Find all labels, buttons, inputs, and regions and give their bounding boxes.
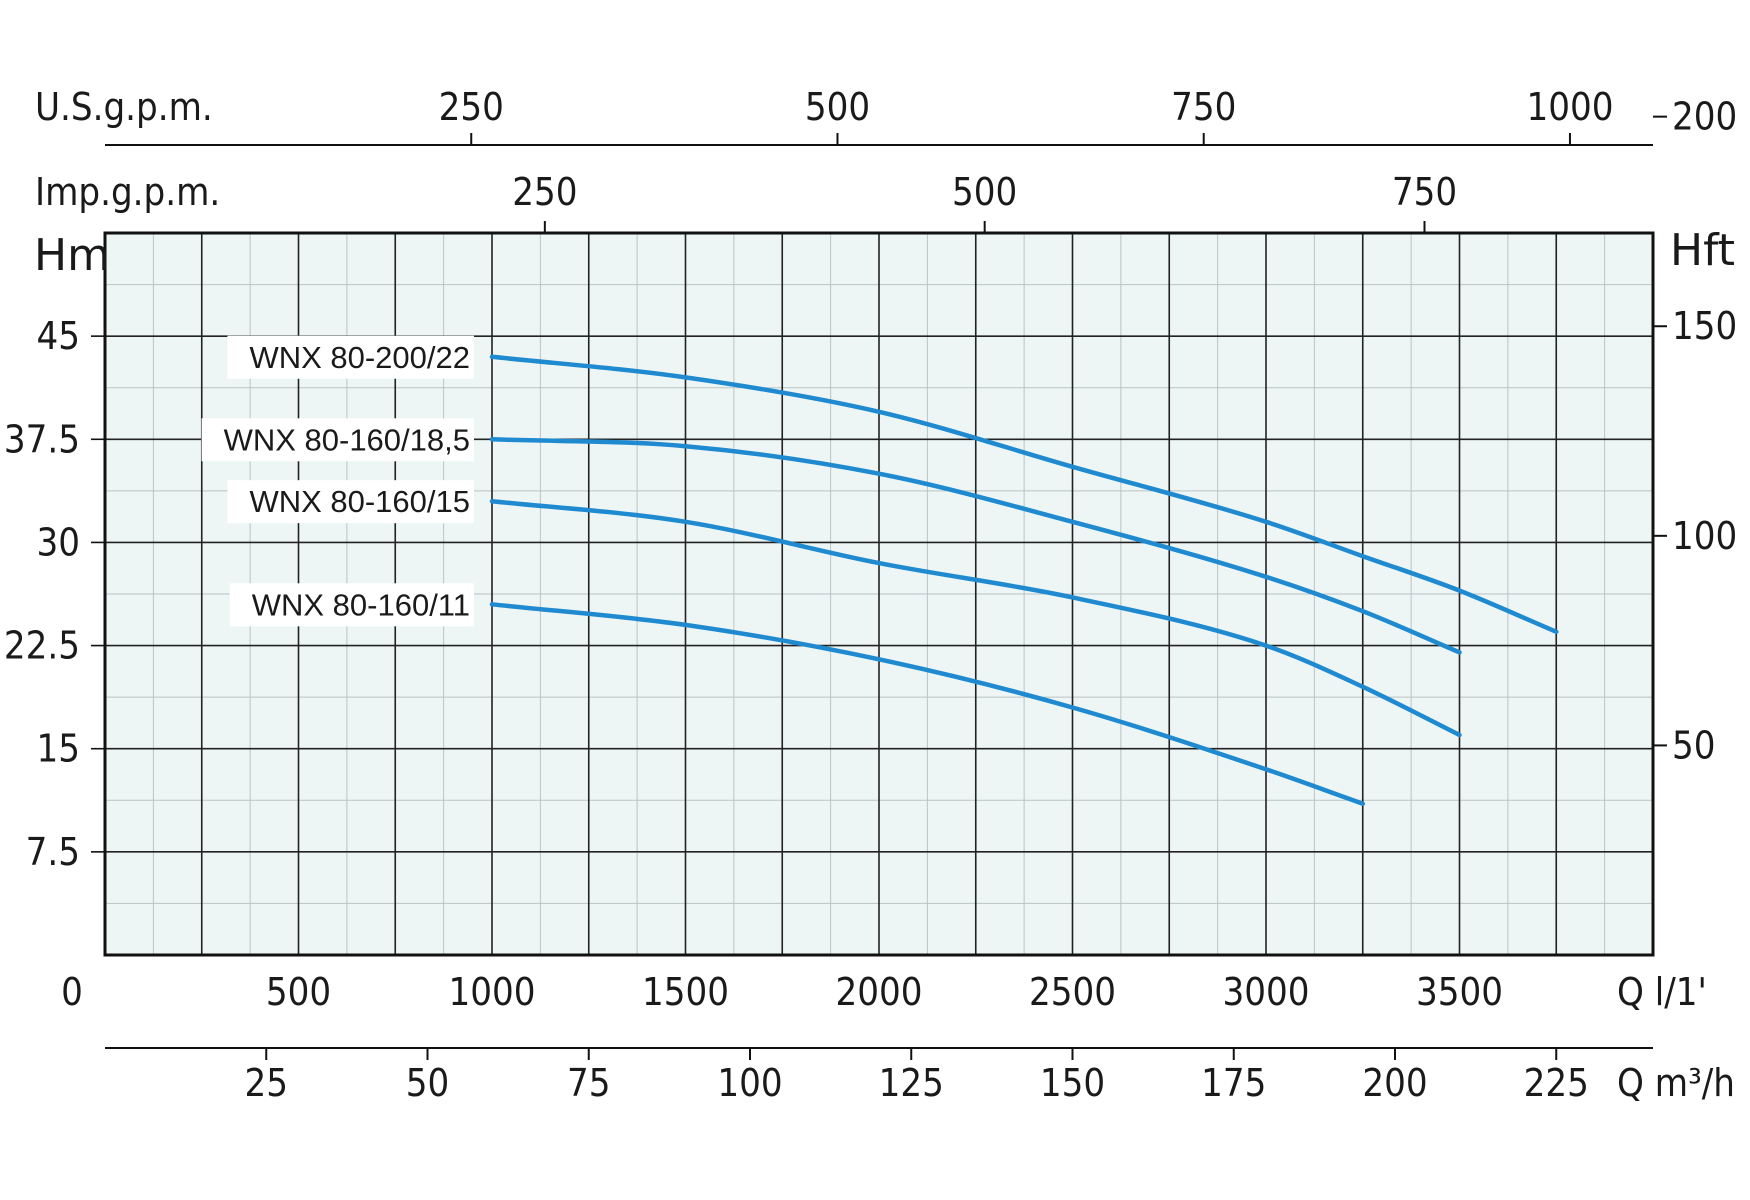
m3h-tick-label: 200 bbox=[1362, 1061, 1427, 1105]
us-gpm-axis: U.S.g.p.m. 250 500 750 1000 bbox=[35, 85, 1653, 146]
imp-gpm-tick-label: 750 bbox=[1392, 170, 1457, 214]
y-left-tick-label: 7.5 bbox=[26, 830, 80, 874]
y-right-tick-label: 100 bbox=[1672, 514, 1737, 558]
x-tick-label: 1000 bbox=[449, 970, 536, 1014]
x-tick-label: 3500 bbox=[1416, 970, 1503, 1014]
us-gpm-axis-label: U.S.g.p.m. bbox=[35, 85, 213, 129]
y-left-tick-label: 15 bbox=[37, 727, 81, 771]
x-tick-label: 1500 bbox=[642, 970, 729, 1014]
series-labels: WNX 80-200/22 WNX 80-160/18,5 WNX 80-160/1… bbox=[201, 335, 474, 627]
x-tick-label: 2000 bbox=[836, 970, 923, 1014]
series-label-1: WNX 80-200/22 bbox=[249, 340, 470, 375]
y-left-tick-label: 30 bbox=[37, 520, 81, 564]
m3h-tick-label: 150 bbox=[1040, 1061, 1105, 1105]
m3h-tick-label: 125 bbox=[879, 1061, 944, 1105]
x-tick-label: 500 bbox=[266, 970, 331, 1014]
x-tick-label: 2500 bbox=[1029, 970, 1116, 1014]
plot-frame bbox=[103, 231, 1655, 957]
y-axis-left-m: Hm 7.5 15 22.5 30 37.5 45 bbox=[4, 230, 110, 874]
x-tick-label: 0 bbox=[61, 970, 83, 1014]
series-layer bbox=[489, 354, 1559, 806]
series-label-4: WNX 80-160/11 bbox=[252, 587, 470, 622]
y-axis-right-ft: Hft 50 100 150 200 bbox=[1653, 95, 1737, 767]
x-axis-unit-label: Q l/1' bbox=[1617, 970, 1707, 1014]
m3h-tick-label: 50 bbox=[406, 1061, 450, 1105]
series-label-bg bbox=[201, 418, 474, 462]
us-gpm-tick-label: 1000 bbox=[1526, 85, 1613, 129]
imp-gpm-tick-label: 250 bbox=[512, 170, 577, 214]
y-right-tick-label: 150 bbox=[1672, 304, 1737, 348]
y-left-tick-label: 37.5 bbox=[4, 417, 80, 461]
series-label-bg bbox=[229, 583, 474, 627]
y-right-axis-title: Hft bbox=[1670, 225, 1735, 276]
us-gpm-tick-label: 250 bbox=[439, 85, 504, 129]
m3h-tick-label: 175 bbox=[1201, 1061, 1266, 1105]
m3h-tick-label: 75 bbox=[567, 1061, 611, 1105]
major-grid bbox=[105, 233, 1653, 955]
y-right-tick-label: 50 bbox=[1672, 723, 1716, 767]
m3h-axis-unit-label: Q m³/h bbox=[1617, 1061, 1735, 1105]
us-gpm-tick-label: 500 bbox=[805, 85, 870, 129]
y-left-axis-title: Hm bbox=[34, 230, 110, 281]
imp-gpm-tick-label: 500 bbox=[952, 170, 1017, 214]
y-left-tick-label: 22.5 bbox=[4, 624, 80, 668]
y-left-tick-label: 45 bbox=[37, 314, 81, 358]
imp-gpm-axis: Imp.g.p.m. 250 500 750 bbox=[35, 170, 1457, 233]
series-line-4 bbox=[489, 602, 1366, 806]
series-line-1 bbox=[489, 354, 1559, 635]
m3h-tick-label: 225 bbox=[1524, 1061, 1589, 1105]
y-right-tick-label: 200 bbox=[1672, 95, 1737, 139]
x-tick-label: 3000 bbox=[1223, 970, 1310, 1014]
series-label-3: WNX 80-160/15 bbox=[249, 484, 470, 519]
x-axis-lpm: 0 500 1000 1500 2000 2500 3000 3500 Q l/1' bbox=[61, 970, 1707, 1014]
m3h-axis: 25 50 75 100 125 150 175 200 225 Q m³/h bbox=[105, 1047, 1735, 1105]
us-gpm-tick-label: 750 bbox=[1171, 85, 1236, 129]
series-label-bg bbox=[227, 480, 474, 524]
series-line-3 bbox=[489, 498, 1462, 738]
series-label-bg bbox=[227, 335, 474, 379]
m3h-tick-label: 100 bbox=[717, 1061, 782, 1105]
imp-gpm-axis-label: Imp.g.p.m. bbox=[35, 170, 220, 214]
m3h-tick-label: 25 bbox=[245, 1061, 289, 1105]
series-label-2: WNX 80-160/18,5 bbox=[224, 422, 470, 457]
series-line-2 bbox=[489, 437, 1462, 655]
